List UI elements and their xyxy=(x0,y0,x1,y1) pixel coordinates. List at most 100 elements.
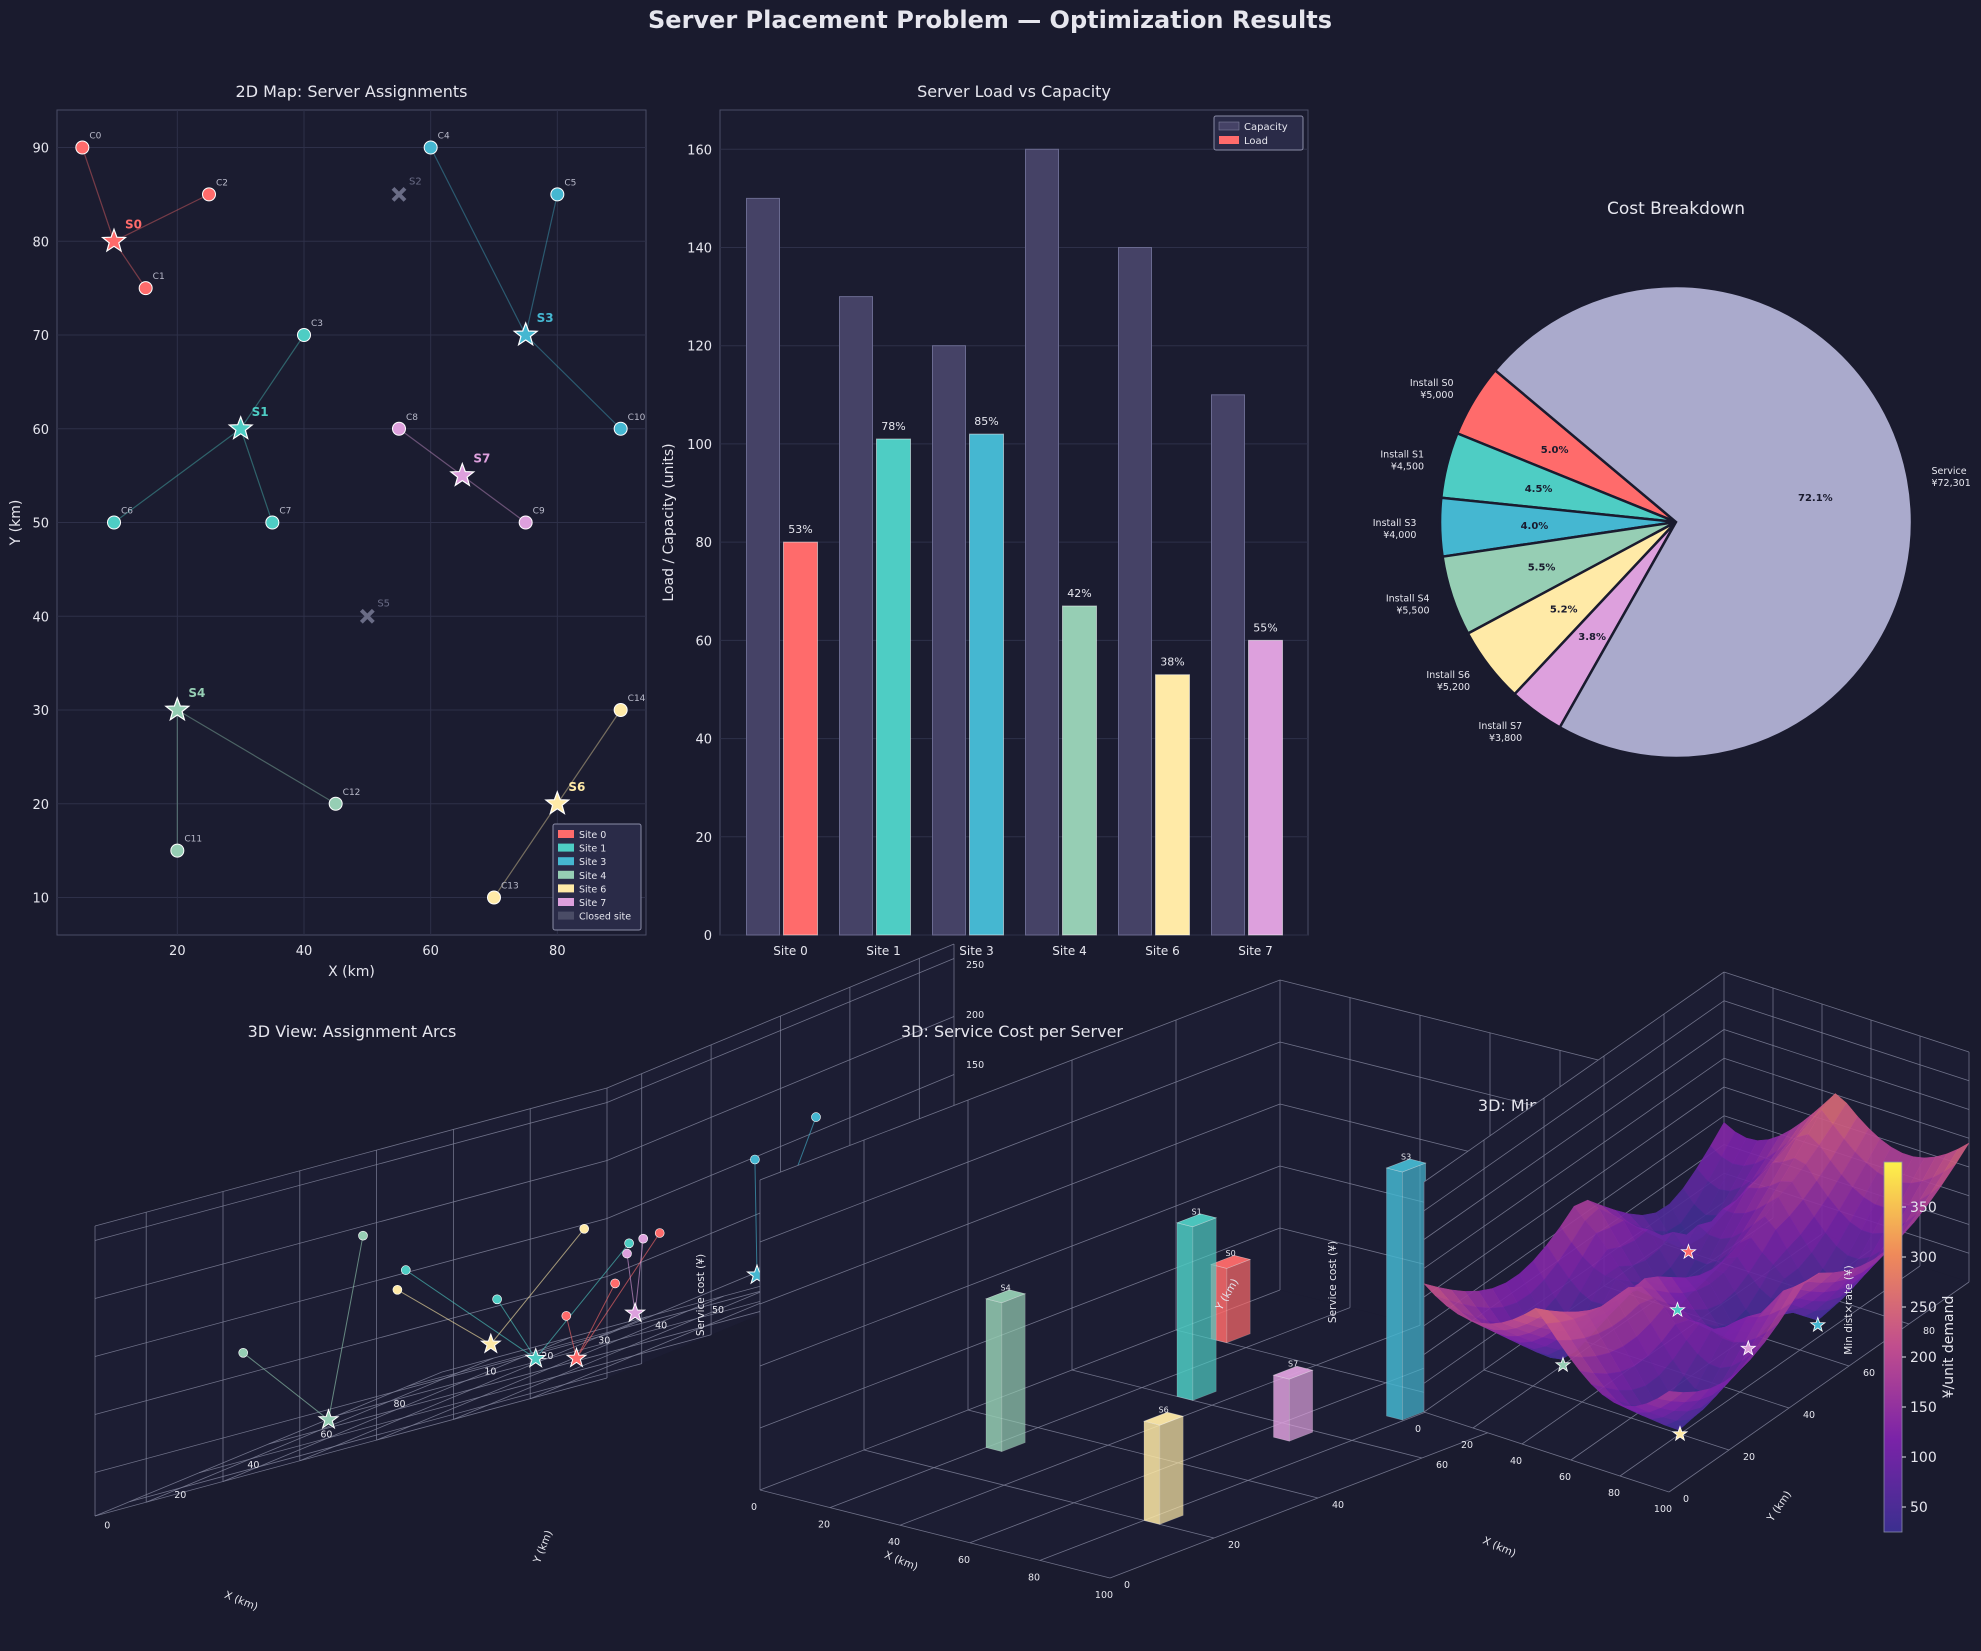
y-tick-label: 50 xyxy=(32,517,49,532)
client-point xyxy=(202,187,216,202)
grid-line xyxy=(759,1041,1281,1243)
y-tick-label: 80 xyxy=(1923,1326,1935,1337)
client-point xyxy=(487,890,501,905)
axis-edge xyxy=(759,1489,1111,1579)
x-tick-label: 0 xyxy=(1415,1424,1421,1435)
client-point-3d xyxy=(638,1233,649,1244)
colorbar-tick-label: 350 xyxy=(1910,1200,1937,1216)
slice-amount-label: ¥5,200 xyxy=(1437,682,1470,693)
bar-side xyxy=(1289,1369,1313,1442)
y-tick-label: 90 xyxy=(32,142,49,157)
bar-front xyxy=(1273,1374,1290,1442)
client-point-3d xyxy=(400,1265,411,1275)
client-label: C6 xyxy=(121,507,133,517)
colorbar-tick-label: 300 xyxy=(1910,1250,1937,1266)
slice-amount-label: ¥3,800 xyxy=(1489,733,1522,744)
slice-pct-label: 4.5% xyxy=(1525,484,1553,495)
assignment-line xyxy=(525,334,622,430)
y-tick-label: 50 xyxy=(712,1305,724,1316)
client-point-3d xyxy=(492,1294,502,1305)
slice-pct-label: 3.8% xyxy=(1578,632,1606,643)
surface-patch xyxy=(1657,1391,1684,1402)
capacity-bar xyxy=(839,296,873,936)
y-tick-label: 60 xyxy=(32,423,49,438)
client-label: C11 xyxy=(184,835,202,845)
client-point-3d xyxy=(358,1230,368,1241)
legend-swatch xyxy=(558,857,574,866)
legend-label: Closed site xyxy=(579,912,631,923)
client-point-3d xyxy=(610,1278,620,1289)
axis-edge xyxy=(1423,1411,1670,1493)
y-tick-label: 100 xyxy=(687,438,712,453)
colorbar-tick-label: 250 xyxy=(1910,1300,1937,1316)
y-tick-label: 70 xyxy=(32,329,49,344)
server-label: S4 xyxy=(188,686,205,700)
slice-pct-label: 72.1% xyxy=(1798,493,1833,504)
assignment-arc xyxy=(626,1253,636,1314)
load-bar xyxy=(783,541,818,936)
y-tick-label: 0 xyxy=(1683,1494,1689,1505)
y-tick-label: 40 xyxy=(1803,1410,1815,1421)
server-label: S7 xyxy=(473,452,490,466)
x-tick-label: 40 xyxy=(1510,1456,1522,1467)
client-point-3d xyxy=(579,1224,590,1234)
grid-line xyxy=(453,1275,801,1420)
assignment-line xyxy=(240,334,305,430)
x-tick-label: 80 xyxy=(549,944,566,959)
grid-line xyxy=(146,1357,494,1503)
x-tick-label: Site 3 xyxy=(959,944,994,958)
client-point xyxy=(297,328,311,342)
y-tick-label: 80 xyxy=(695,536,712,551)
assignment-line xyxy=(177,709,336,805)
assignment-line xyxy=(430,147,527,336)
grid-line xyxy=(94,1102,608,1241)
axis-edge xyxy=(1423,971,1725,1183)
server-label: S0 xyxy=(125,217,142,231)
grid-line xyxy=(759,1103,1281,1305)
legend-label: Site 1 xyxy=(579,844,606,855)
figure-title: Server Placement Problem — Optimization … xyxy=(648,6,1332,34)
utilization-label: 78% xyxy=(881,420,905,433)
x-tick-label: Site 4 xyxy=(1052,944,1087,958)
legend-label: Site 7 xyxy=(579,898,606,909)
slice-amount-label: ¥72,301 xyxy=(1931,478,1970,489)
client-point xyxy=(75,140,90,155)
client-label: C9 xyxy=(533,507,545,517)
axis-edge xyxy=(1279,979,1631,1069)
x-tick-label: 60 xyxy=(1559,1472,1571,1483)
y-axis-label: Load / Capacity (units) xyxy=(661,443,677,601)
panel-cost-breakdown: Cost Breakdown 5.0% Install S0¥5,000 4.5% In… xyxy=(1373,199,1971,760)
y-tick-label: 40 xyxy=(695,733,712,748)
grid-line xyxy=(129,1363,642,1502)
x-tick-label: 20 xyxy=(169,944,186,959)
client-label: C2 xyxy=(216,178,228,188)
bar-side xyxy=(1402,1162,1426,1421)
assignment-arc xyxy=(565,1315,577,1359)
slice-pct-label: 5.0% xyxy=(1541,445,1569,456)
y-tick-label: 40 xyxy=(1332,1500,1344,1511)
server-label: S3 xyxy=(537,311,554,325)
assignment-arc xyxy=(496,1299,537,1359)
legend-box xyxy=(552,823,642,931)
legend-swatch xyxy=(558,830,574,838)
load-bar xyxy=(969,433,1004,936)
colorbar-tick-label: 150 xyxy=(1910,1400,1937,1416)
colorbar xyxy=(1883,1161,1903,1533)
bar-side xyxy=(1192,1217,1217,1401)
closed-site-marker xyxy=(391,186,407,202)
client-point xyxy=(423,140,438,155)
server-star-3d xyxy=(624,1301,647,1323)
bar-front xyxy=(1386,1167,1403,1421)
y-tick-label: 80 xyxy=(32,235,49,250)
assignment-line xyxy=(461,475,527,523)
bar-top xyxy=(1176,1213,1218,1228)
legend-swatch xyxy=(558,843,574,852)
panel-2d-map: 20 40 60 80 10 20 30 40 50 60 70 80 90 2D Map: Server… xyxy=(8,82,647,980)
x-tick-label: Site 7 xyxy=(1238,944,1273,958)
assignment-arc xyxy=(576,1232,661,1359)
grid-line xyxy=(268,1305,781,1445)
client-label: C7 xyxy=(279,507,291,517)
y-tick-label: 10 xyxy=(32,892,49,907)
x-axis-label: X (km) xyxy=(328,964,375,980)
grid-line xyxy=(94,1276,608,1415)
